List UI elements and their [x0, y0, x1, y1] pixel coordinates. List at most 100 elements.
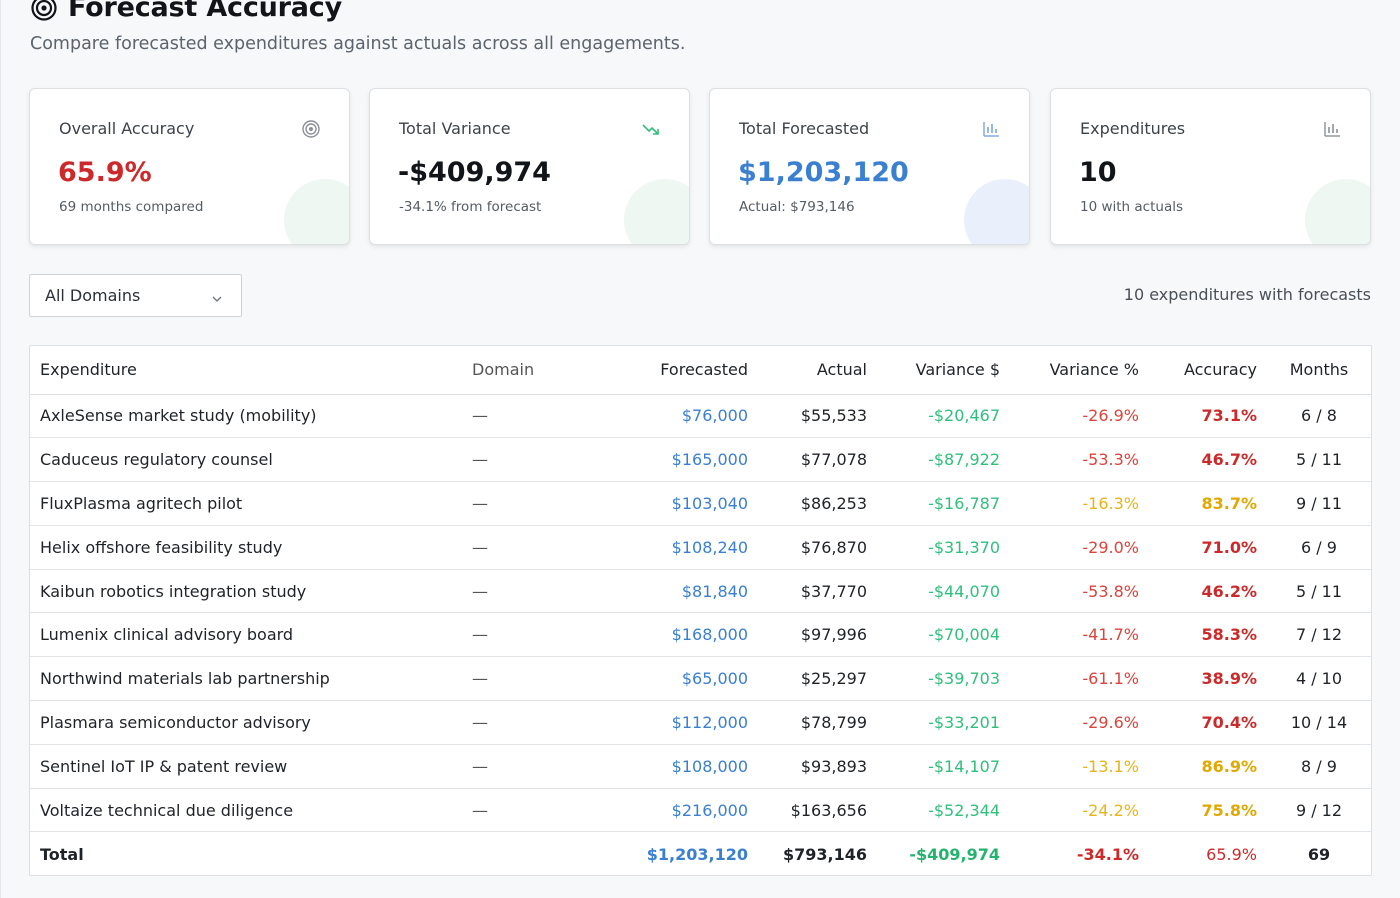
- domain-filter-select[interactable]: All Domains: [29, 274, 242, 317]
- expenditure-name: FluxPlasma agritech pilot: [30, 481, 462, 526]
- table-row[interactable]: AxleSense market study (mobility) — $76,…: [30, 394, 1371, 439]
- accuracy-cell: 75.8%: [1149, 788, 1267, 833]
- variance-cell: -$14,107: [877, 744, 1010, 789]
- target-icon: [30, 0, 58, 22]
- table-total-row: Total $1,203,120 $793,146 -$409,974 -34.…: [30, 832, 1371, 875]
- card-label: Overall Accuracy: [59, 119, 195, 138]
- months-cell: 6 / 8: [1267, 394, 1371, 439]
- column-header-variance[interactable]: Variance $: [877, 346, 1010, 395]
- expenditure-name: Voltaize technical due diligence: [30, 788, 462, 833]
- page-subtitle: Compare forecasted expenditures against …: [30, 34, 686, 54]
- total-forecasted-card: Total Forecasted $1,203,120 Actual: $793…: [709, 88, 1030, 245]
- domain-cell: —: [462, 569, 612, 614]
- actual-cell: $76,870: [758, 525, 877, 570]
- column-header-forecasted[interactable]: Forecasted: [612, 346, 758, 395]
- card-value: $1,203,120: [738, 157, 909, 188]
- variance-cell: -$39,703: [877, 656, 1010, 702]
- card-value: 65.9%: [58, 157, 152, 188]
- variance-cell: -$31,370: [877, 525, 1010, 570]
- column-header-accuracy[interactable]: Accuracy: [1149, 346, 1267, 395]
- card-value: -$409,974: [398, 157, 551, 188]
- expenditure-name: Sentinel IoT IP & patent review: [30, 744, 462, 789]
- variance-pct-cell: -53.3%: [1010, 437, 1149, 483]
- total-label: Total: [40, 844, 84, 864]
- total-actual: $793,146: [782, 844, 867, 864]
- actual-cell: $86,253: [758, 481, 877, 526]
- column-header-expenditure[interactable]: Expenditure: [30, 346, 462, 395]
- domain-cell: —: [462, 700, 612, 745]
- card-subtext: 69 months compared: [59, 199, 204, 215]
- table-row[interactable]: Voltaize technical due diligence — $216,…: [30, 788, 1371, 833]
- left-divider: [0, 0, 1, 898]
- expenditure-name: AxleSense market study (mobility): [30, 394, 462, 439]
- card-subtext: -34.1% from forecast: [399, 199, 542, 215]
- domain-cell: —: [462, 525, 612, 570]
- chevron-down-icon: [211, 290, 223, 302]
- variance-pct-cell: -26.9%: [1010, 394, 1149, 439]
- accuracy-cell: 73.1%: [1149, 394, 1267, 439]
- variance-cell: -$52,344: [877, 788, 1010, 833]
- table-row[interactable]: FluxPlasma agritech pilot — $103,040 $86…: [30, 481, 1371, 526]
- variance-pct-cell: -41.7%: [1010, 612, 1149, 658]
- card-decoration: [1305, 179, 1370, 244]
- table-row[interactable]: Northwind materials lab partnership — $6…: [30, 656, 1371, 702]
- total-variance-card: Total Variance -$409,974 -34.1% from for…: [369, 88, 690, 245]
- table-row[interactable]: Kaibun robotics integration study — $81,…: [30, 569, 1371, 614]
- variance-pct-cell: -13.1%: [1010, 744, 1149, 789]
- expenditure-name: Caduceus regulatory counsel: [30, 437, 462, 483]
- accuracy-cell: 71.0%: [1149, 525, 1267, 570]
- card-decoration: [964, 179, 1029, 244]
- table-row[interactable]: Helix offshore feasibility study — $108,…: [30, 525, 1371, 570]
- forecasted-cell: $216,000: [612, 788, 758, 833]
- accuracy-cell: 38.9%: [1149, 656, 1267, 702]
- forecasted-cell: $65,000: [612, 656, 758, 702]
- bar-chart-icon: [1322, 119, 1342, 139]
- table-header-row: Expenditure Domain Forecasted Actual Var…: [30, 346, 1371, 395]
- target-icon: [301, 119, 321, 139]
- variance-pct-cell: -29.0%: [1010, 525, 1149, 570]
- forecasted-cell: $168,000: [612, 612, 758, 658]
- card-decoration: [624, 179, 689, 244]
- domain-cell: —: [462, 744, 612, 789]
- table-row[interactable]: Caduceus regulatory counsel — $165,000 $…: [30, 437, 1371, 483]
- accuracy-cell: 46.2%: [1149, 569, 1267, 614]
- accuracy-cell: 58.3%: [1149, 612, 1267, 658]
- page-title: Forecast Accuracy: [68, 0, 342, 23]
- table-row[interactable]: Lumenix clinical advisory board — $168,0…: [30, 612, 1371, 658]
- forecast-table: Expenditure Domain Forecasted Actual Var…: [29, 345, 1372, 876]
- card-decoration: [284, 179, 349, 244]
- expenditure-name: Helix offshore feasibility study: [30, 525, 462, 570]
- total-variance-pct: -34.1%: [1076, 844, 1139, 864]
- expenditure-name: Northwind materials lab partnership: [30, 656, 462, 702]
- months-cell: 8 / 9: [1267, 744, 1371, 789]
- actual-cell: $37,770: [758, 569, 877, 614]
- table-row[interactable]: Plasmara semiconductor advisory — $112,0…: [30, 700, 1371, 745]
- card-subtext: Actual: $793,146: [739, 199, 855, 215]
- domain-cell: —: [462, 788, 612, 833]
- accuracy-cell: 86.9%: [1149, 744, 1267, 789]
- trending-down-icon: [641, 119, 661, 139]
- variance-cell: -$33,201: [877, 700, 1010, 745]
- variance-pct-cell: -16.3%: [1010, 481, 1149, 526]
- card-subtext: 10 with actuals: [1080, 199, 1184, 215]
- table-row[interactable]: Sentinel IoT IP & patent review — $108,0…: [30, 744, 1371, 789]
- actual-cell: $97,996: [758, 612, 877, 658]
- forecasted-cell: $103,040: [612, 481, 758, 526]
- column-header-actual[interactable]: Actual: [758, 346, 877, 395]
- card-label: Total Variance: [399, 119, 511, 138]
- column-header-domain[interactable]: Domain: [462, 346, 612, 395]
- months-cell: 4 / 10: [1267, 656, 1371, 702]
- variance-pct-cell: -61.1%: [1010, 656, 1149, 702]
- variance-cell: -$16,787: [877, 481, 1010, 526]
- actual-cell: $78,799: [758, 700, 877, 745]
- variance-cell: -$44,070: [877, 569, 1010, 614]
- actual-cell: $25,297: [758, 656, 877, 702]
- forecasted-cell: $81,840: [612, 569, 758, 614]
- column-header-variance-pct[interactable]: Variance %: [1010, 346, 1149, 395]
- months-cell: 9 / 11: [1267, 481, 1371, 526]
- total-accuracy: 65.9%: [1206, 844, 1257, 864]
- expenditure-name: Kaibun robotics integration study: [30, 569, 462, 614]
- variance-pct-cell: -53.8%: [1010, 569, 1149, 614]
- column-header-months[interactable]: Months: [1267, 346, 1371, 395]
- total-forecasted: $1,203,120: [646, 844, 748, 864]
